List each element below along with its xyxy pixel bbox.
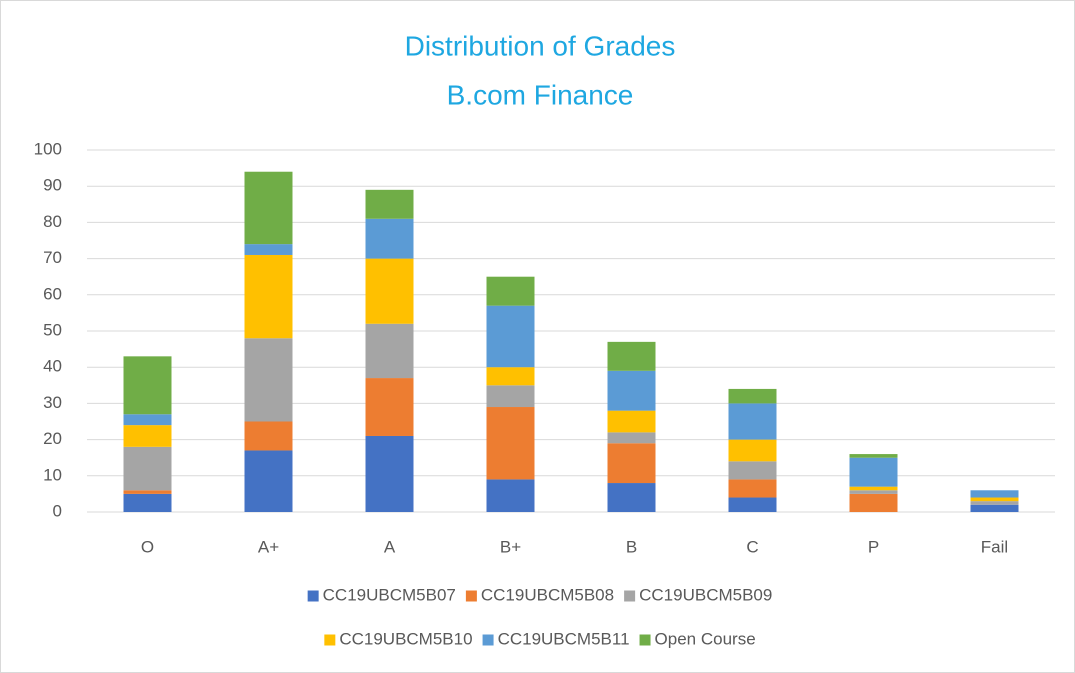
bar-segment [970, 497, 1019, 502]
y-tick-label: 20 [43, 429, 62, 448]
bar-segment [123, 490, 172, 494]
y-tick-label: 10 [43, 465, 62, 484]
bar-segment [486, 479, 535, 512]
bar-segment [365, 218, 414, 259]
bar-segment [728, 439, 777, 462]
bar-segment [970, 490, 1019, 498]
y-tick-label: 0 [53, 501, 62, 520]
bar-segment [849, 454, 898, 458]
legend-swatch [482, 634, 494, 646]
legend-label: CC19UBCM5B07 [323, 585, 456, 604]
bar-segment [486, 367, 535, 386]
legend-swatch [307, 590, 319, 602]
y-tick-label: 80 [43, 212, 62, 231]
y-tick-label: 30 [43, 393, 62, 412]
bar-segment [970, 501, 1019, 505]
legend-label: CC19UBCM5B08 [481, 585, 614, 604]
bar-segment [607, 341, 656, 371]
bar-segment [244, 171, 293, 245]
bar-segment [728, 497, 777, 512]
y-tick-label: 90 [43, 176, 62, 195]
bar-segment [486, 276, 535, 306]
bar-segment [365, 258, 414, 324]
chart-title: Distribution of Grades [405, 30, 676, 61]
bar-segment [970, 504, 1019, 512]
bar-segment [728, 403, 777, 440]
y-tick-label: 70 [43, 248, 62, 267]
x-tick-label: P [868, 537, 879, 556]
bar-segment [607, 483, 656, 512]
x-tick-label: B [626, 537, 637, 556]
legend-swatch [624, 590, 636, 602]
x-tick-label: A [384, 537, 396, 556]
x-tick-label: O [141, 537, 154, 556]
bar-segment [728, 388, 777, 404]
bar-segment [244, 244, 293, 255]
bar-segment [123, 446, 172, 491]
y-tick-label: 100 [34, 139, 62, 158]
bar-segment [244, 254, 293, 339]
bar-segment [123, 425, 172, 447]
x-tick-label: B+ [500, 537, 521, 556]
chart-subtitle: B.com Finance [447, 79, 634, 110]
bar-segment [486, 305, 535, 368]
bar-segment [244, 338, 293, 422]
bar-segment [244, 450, 293, 512]
bar-segment [365, 435, 414, 512]
bar-segment [365, 378, 414, 436]
bar-segment [607, 443, 656, 484]
legend-swatch [465, 590, 477, 602]
legend-swatch [639, 634, 651, 646]
legend-label: Open Course [655, 629, 756, 648]
bar-segment [486, 385, 535, 408]
bar-segment [365, 189, 414, 219]
bar-segment [123, 493, 172, 512]
y-tick-label: 40 [43, 357, 62, 376]
legend-label: CC19UBCM5B10 [339, 629, 472, 648]
x-tick-label: A+ [258, 537, 279, 556]
bar-segment [365, 323, 414, 379]
bar-segment [607, 370, 656, 411]
bar-segment [486, 407, 535, 480]
bar-segment [607, 432, 656, 444]
legend-label: CC19UBCM5B09 [639, 585, 772, 604]
bar-segment [728, 479, 777, 498]
bar-segment [607, 410, 656, 433]
x-tick-label: C [746, 537, 758, 556]
bar-segment [728, 461, 777, 480]
legend-swatch [324, 634, 336, 646]
y-tick-label: 50 [43, 320, 62, 339]
bar-segment [244, 421, 293, 451]
bar-segment [849, 457, 898, 487]
x-tick-label: Fail [981, 537, 1008, 556]
bar-segment [849, 486, 898, 491]
y-tick-label: 60 [43, 284, 62, 303]
bar-segment [849, 493, 898, 512]
bar-segment [123, 414, 172, 426]
bar-segment [123, 356, 172, 415]
bar-segment [849, 490, 898, 494]
legend-label: CC19UBCM5B11 [498, 629, 630, 648]
